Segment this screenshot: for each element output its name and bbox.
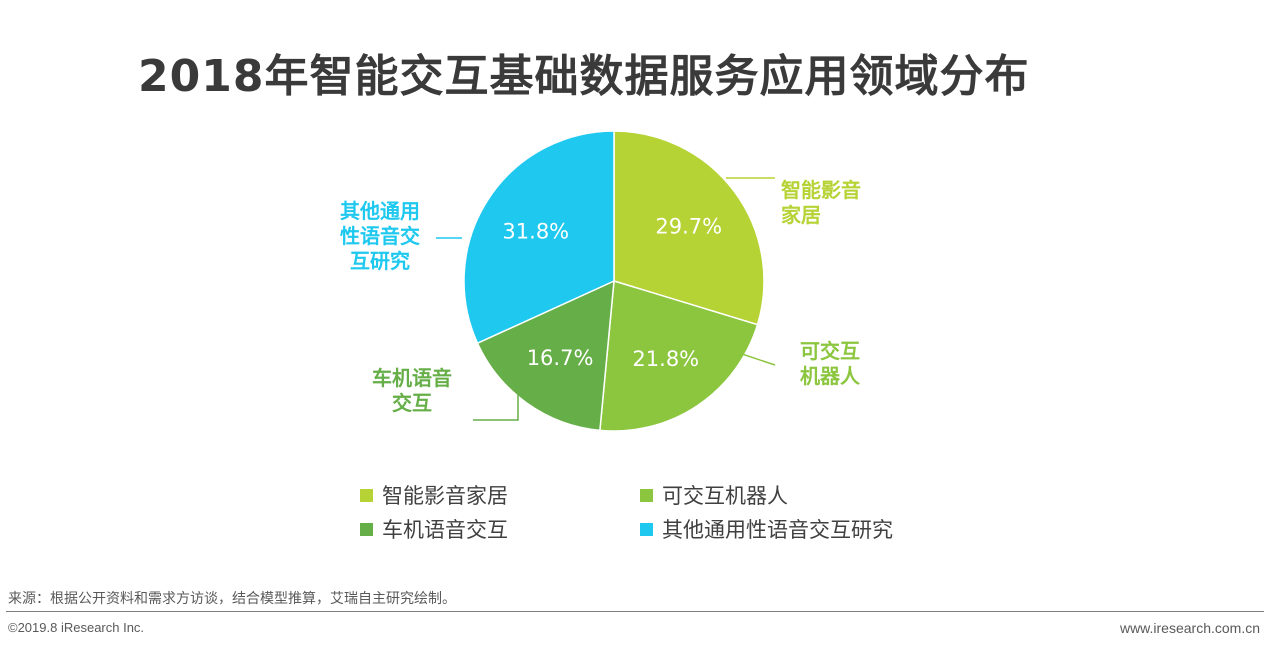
pie-slice-smart-home [613,130,765,326]
callout-label-general-voice: 其他通用性语音交互研究 [340,199,420,273]
pie-chart: 29.7% 智能影音家居 21.8% 可交互机器人 16.7% 车机语音交互 31.8% 其他… [340,130,861,432]
legend-item-car-voice: 车机语音交互 [360,514,508,544]
copyright: ©2019.8 iResearch Inc. [8,620,145,635]
legend-swatch-smart-home [360,488,373,502]
slice-value-label-smart-home: 29.7% [655,215,722,239]
pie-slice-car-voice [476,279,615,432]
legend-swatch-robot [640,488,653,502]
callout-line: 性语音交 [340,224,420,248]
callout-line: 智能影音 [781,178,861,202]
slice-value-label-general-voice: 31.8% [502,220,569,244]
legend-swatch-general-voice [640,522,653,536]
leader-line-robot [729,349,776,366]
legend-item-robot: 可交互机器人 [640,480,788,510]
legend-label-general-voice: 其他通用性语音交互研究 [662,518,893,542]
legend-label-robot: 可交互机器人 [662,484,788,508]
legend-item-general-voice: 其他通用性语音交互研究 [640,514,893,544]
callout-label-robot: 可交互机器人 [800,339,861,388]
callout-label-car-voice: 车机语音交互 [372,366,452,415]
slice-value-label-car-voice: 16.7% [527,346,594,370]
callout-label-smart-home: 智能影音家居 [781,178,861,227]
callout-line: 其他通用 [340,199,420,223]
slice-value-label-robot: 21.8% [632,347,699,371]
legend-item-smart-home: 智能影音家居 [360,480,508,510]
legend-label-car-voice: 车机语音交互 [382,518,508,542]
legend-swatch-car-voice [360,522,373,536]
page-title: 2018年智能交互基础数据服务应用领域分布 [138,51,1030,102]
callout-line: 车机语音 [372,366,452,390]
legend-label-smart-home: 智能影音家居 [382,484,508,508]
callout-line: 家居 [781,203,821,227]
pie-slice-general-voice [463,130,615,345]
callout-line: 可交互 [800,339,860,363]
source-note: 来源：根据公开资料和需求方访谈，结合模型推算，艾瑞自主研究绘制。 [8,591,456,607]
callout-line: 机器人 [800,364,861,388]
pie-slice-robot [599,280,759,432]
callout-line: 互研究 [350,249,410,273]
leader-line-car-voice [473,395,519,421]
website-url: www.iresearch.com.cn [1119,620,1260,636]
footer-divider [6,611,1264,612]
callout-line: 交互 [392,391,432,415]
